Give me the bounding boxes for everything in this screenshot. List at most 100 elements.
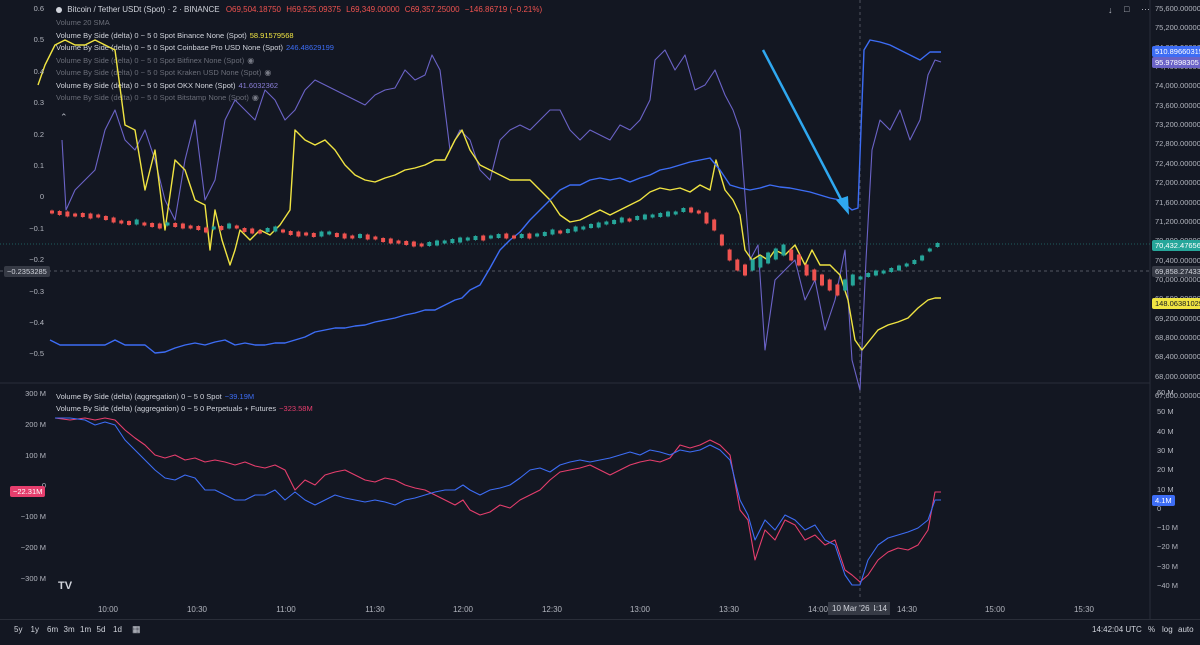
lower-indicator-legend-item[interactable]: Volume By Side (delta) (aggregation) 0 ~… — [56, 404, 313, 414]
spot-aggregation-line — [55, 417, 941, 586]
indicator-legend-item[interactable]: Volume By Side (delta) 0 ~ 5 0 Spot Bitf… — [56, 56, 254, 66]
candle-body — [619, 217, 624, 223]
lower-right-axis-tick: 20 M — [1157, 465, 1174, 475]
purple-series-badge: 95.97898305 — [1152, 57, 1200, 68]
left-axis-tick: 0.3 — [33, 98, 44, 108]
indicator-legend-item[interactable]: Volume By Side (delta) 0 ~ 5 0 Spot Krak… — [56, 68, 271, 78]
indicator-value: −323.58M — [279, 404, 313, 413]
log-toggle[interactable]: log — [1162, 625, 1173, 634]
left-axis-tick: 0.5 — [33, 35, 44, 45]
candle-body — [912, 260, 917, 264]
perpetuals-series-line — [54, 417, 941, 583]
candle-body — [773, 248, 778, 260]
time-axis-tick: 10:00 — [97, 605, 119, 614]
range-button-1y[interactable]: 1y — [30, 625, 39, 634]
indicator-legend-item[interactable]: Volume 20 SMA — [56, 18, 110, 28]
ohlc-high: H69,525.09375 — [286, 5, 341, 14]
left-axis-tick: −0.2 — [29, 255, 44, 265]
candle-body — [858, 276, 863, 280]
range-button-1d[interactable]: 1d — [113, 625, 122, 634]
candle-body — [435, 240, 439, 246]
blue-series-badge: 510.89660315 — [1152, 46, 1200, 57]
okx-series-line — [61, 49, 942, 391]
candle-body — [458, 237, 463, 243]
pane-down-icon[interactable]: ↓ — [1108, 5, 1113, 15]
percent-toggle[interactable]: % — [1148, 625, 1156, 634]
crosshair-price-badge: 69,858.27433 — [1152, 266, 1200, 277]
left-axis-tick: 0.2 — [33, 129, 44, 139]
indicator-value: 41.6032362 — [238, 80, 279, 90]
range-button-5y[interactable]: 5y — [14, 625, 23, 634]
pane-maximize-icon[interactable]: □ — [1124, 4, 1130, 14]
candle-body — [73, 213, 78, 217]
indicator-legend-item[interactable]: Volume By Side (delta) 0 ~ 5 0 Spot Coin… — [56, 43, 334, 53]
candle-body — [550, 229, 555, 235]
candle-body — [419, 243, 424, 247]
candle-body — [250, 228, 255, 234]
indicator-name: Volume By Side (delta) 0 ~ 5 0 Spot Bitf… — [56, 55, 245, 65]
lower-right-axis-tick: −40 M — [1157, 581, 1179, 590]
lower-left-axis-tick: 0 — [42, 481, 46, 490]
indicator-legend-item[interactable]: Volume By Side (delta) 0 ~ 5 0 Spot OKX … — [56, 81, 278, 91]
footer-time[interactable]: 14:42:04 UTC — [1092, 625, 1142, 634]
yellow-series-badge: 148.06381029 — [1152, 298, 1200, 309]
indicator-legend-item[interactable]: Volume By Side (delta) 0 ~ 5 0 Spot Bits… — [56, 93, 259, 103]
candle-body — [188, 225, 193, 229]
hidden-eye-icon[interactable]: ◉ — [264, 68, 272, 77]
candle-body — [781, 244, 786, 256]
candle-body — [350, 235, 355, 239]
candle-body — [750, 259, 755, 271]
lower-left-axis-tick: 100 M — [25, 450, 46, 460]
time-axis-tick: 12:30 — [541, 605, 563, 614]
candle-body — [211, 226, 216, 230]
left-axis-tick: −0.4 — [29, 318, 44, 327]
candle-body — [373, 236, 378, 240]
candle-body — [612, 220, 617, 224]
candle-body — [165, 222, 170, 226]
candle-body — [835, 284, 840, 296]
candle-body — [766, 252, 771, 264]
ohlc-low: L69,349.00000 — [346, 5, 400, 14]
candle-body — [504, 233, 509, 239]
chart-header: Bitcoin / Tether USDt (Spot) · 2 · BINAN… — [56, 5, 542, 14]
candle-body — [342, 233, 347, 239]
indicator-name: Volume 20 SMA — [56, 18, 110, 27]
time-axis-tick: 14:00 — [807, 605, 829, 614]
candle-body — [442, 240, 447, 244]
candle-body — [173, 223, 178, 227]
candle-body — [281, 229, 285, 233]
candle-body — [227, 223, 232, 229]
candle-body — [696, 210, 701, 214]
candle-body — [388, 238, 393, 244]
indicator-legend-item[interactable]: Volume By Side (delta) 0 ~ 5 0 Spot Bina… — [56, 31, 294, 41]
time-axis-tick: 15:30 — [1073, 605, 1095, 614]
calendar-icon[interactable]: ▦ — [132, 624, 141, 634]
candle-body — [658, 213, 663, 217]
time-axis-tick: 14:30 — [896, 605, 918, 614]
indicator-name: Volume By Side (delta) 0 ~ 5 0 Spot Coin… — [56, 43, 283, 52]
hidden-eye-icon[interactable]: ◉ — [251, 93, 259, 102]
candle-body — [727, 249, 732, 261]
symbol-title[interactable]: Bitcoin / Tether USDt (Spot) · 2 · BINAN… — [67, 5, 220, 14]
time-axis-tick: 13:30 — [718, 605, 740, 614]
range-button-3m[interactable]: 3m — [63, 625, 75, 634]
range-button-5d[interactable]: 5d — [96, 625, 106, 634]
collapse-legend-icon[interactable]: ⌃ — [60, 112, 68, 122]
candle-body — [873, 270, 878, 276]
time-axis-tick: 12:00 — [452, 605, 474, 614]
time-axis-tick: 10:30 — [186, 605, 208, 614]
hidden-eye-icon[interactable]: ◉ — [247, 55, 255, 65]
range-button-6m[interactable]: 6m — [47, 625, 59, 634]
right-axis-tick: 73,600.00000 — [1155, 100, 1200, 110]
indicator-value: −39.19M — [224, 392, 255, 401]
lower-indicator-legend-item[interactable]: Volume By Side (delta) (aggregation) 0 ~… — [56, 392, 254, 402]
auto-toggle[interactable]: auto — [1178, 625, 1194, 634]
candle-body — [558, 230, 563, 234]
candle-body — [427, 242, 432, 246]
pane-more-icon[interactable]: ⋯ — [1141, 4, 1150, 14]
candle-body — [589, 224, 593, 228]
candle-body — [96, 214, 101, 218]
range-button-1m[interactable]: 1m — [80, 625, 92, 634]
lower-right-axis-tick: 50 M — [1157, 407, 1174, 417]
